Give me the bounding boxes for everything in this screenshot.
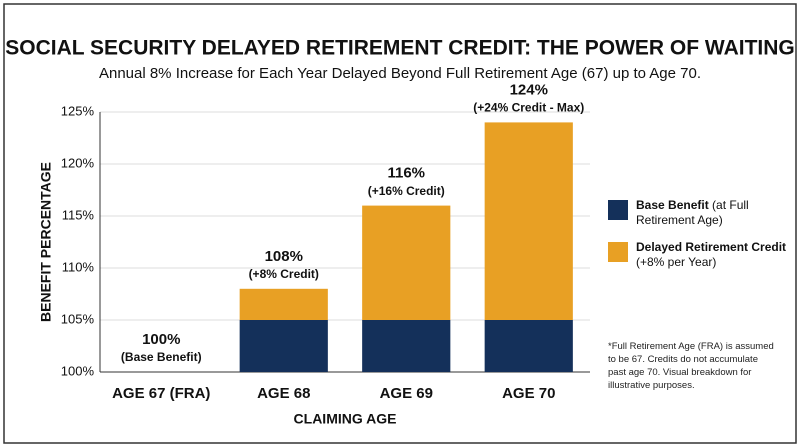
bar-segment xyxy=(362,205,451,320)
legend-text: Base Benefit (at Full Retirement Age) xyxy=(636,198,788,228)
total-label: 116% xyxy=(387,165,425,182)
y-tick-label: 110% xyxy=(62,259,95,274)
total-label: 108% xyxy=(265,248,303,265)
footnote: *Full Retirement Age (FRA) is assumed to… xyxy=(608,341,774,391)
total-note: (+8% Credit) xyxy=(249,267,319,281)
y-tick-label: 125% xyxy=(61,103,95,118)
y-tick-label: 105% xyxy=(61,311,95,326)
x-tick-label: AGE 67 (FRA) xyxy=(112,385,210,402)
y-axis-label: BENEFIT PERCENTAGE xyxy=(38,162,54,322)
frame xyxy=(3,3,797,444)
x-axis-label: CLAIMING AGE xyxy=(294,411,397,427)
bar-segment xyxy=(239,320,328,372)
x-tick-label: AGE 70 xyxy=(502,385,555,402)
legend-text: Delayed Retirement Credit (+8% per Year) xyxy=(636,240,788,270)
total-label: 100% xyxy=(142,331,180,348)
legend-note: (at Full Retirement Age) xyxy=(636,198,749,227)
total-note: (+16% Credit) xyxy=(368,184,445,198)
legend-swatch xyxy=(608,200,628,220)
y-tick-label: 115% xyxy=(62,207,95,222)
bar-segment xyxy=(362,320,451,372)
total-note: (Base Benefit) xyxy=(121,350,202,364)
total-note: (+24% Credit - Max) xyxy=(473,101,584,115)
chart-subtitle: Annual 8% Increase for Each Year Delayed… xyxy=(99,65,701,82)
bar-segment xyxy=(239,288,328,320)
legend-label: Delayed Retirement Credit xyxy=(636,240,787,254)
chart-title: SOCIAL SECURITY DELAYED RETIREMENT CREDI… xyxy=(5,37,795,60)
total-label: 124% xyxy=(510,81,548,98)
legend-item: Base Benefit (at Full Retirement Age) xyxy=(608,198,788,228)
y-tick-label: 100% xyxy=(61,363,95,378)
y-tick-label: 120% xyxy=(61,155,95,170)
legend-note: (+8% per Year) xyxy=(636,255,717,269)
legend-item: Delayed Retirement Credit (+8% per Year) xyxy=(608,240,788,270)
legend-label: Base Benefit xyxy=(636,198,709,212)
x-tick-label: AGE 69 xyxy=(380,385,433,402)
legend-swatch xyxy=(608,242,628,262)
x-tick-label: AGE 68 xyxy=(257,385,310,402)
bar-segment xyxy=(484,320,573,372)
bar-segment xyxy=(484,122,573,321)
